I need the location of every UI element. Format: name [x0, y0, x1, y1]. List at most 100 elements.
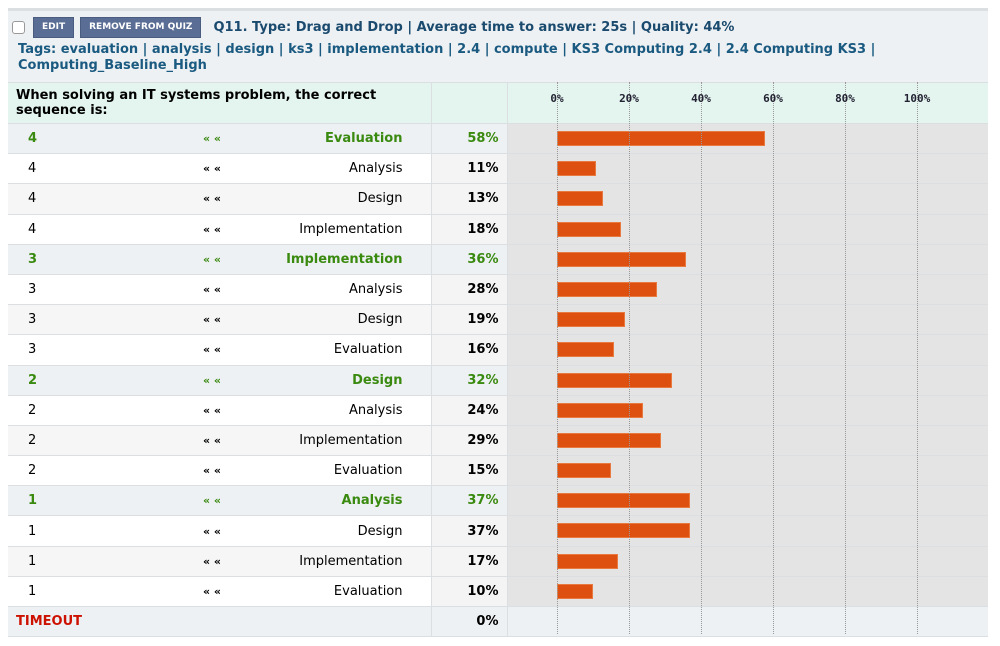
table-header: When solving an IT systems problem, the … — [8, 82, 988, 124]
bar — [556, 221, 622, 237]
axis-tick-label: 0% — [550, 92, 564, 105]
bar-cell — [506, 274, 988, 306]
bar — [556, 312, 625, 328]
axis-tick-label: 60% — [763, 92, 783, 105]
percentage: 11% — [430, 153, 507, 185]
position-number: 3 — [8, 334, 185, 366]
correct-answer-row: 1 « « Analysis 37% — [8, 485, 988, 517]
chart-axis — [506, 82, 988, 124]
table-row: 1 « « Implementation 17% — [8, 546, 988, 577]
correct-answer-row: 2 « « Design 32% — [8, 365, 988, 396]
bar-cell — [506, 214, 988, 245]
bar — [556, 493, 690, 509]
axis-tick-label: 20% — [619, 92, 639, 105]
position-number: 1 — [8, 515, 185, 547]
question-header: EDIT REMOVE FROM QUIZ Q11. Type: Drag an… — [8, 8, 988, 82]
percentage: 37% — [430, 485, 507, 517]
answer-label: Analysis — [255, 485, 431, 517]
arrows-icon: « « — [185, 455, 255, 487]
arrows-icon: « « — [185, 365, 255, 396]
bar — [556, 251, 687, 267]
position-number: 2 — [8, 425, 185, 457]
percentage: 19% — [430, 304, 507, 336]
percentage: 0% — [430, 606, 507, 638]
bar — [556, 372, 672, 388]
bar-cell — [506, 515, 988, 547]
arrows-icon: « « — [185, 214, 255, 245]
position-number: 3 — [8, 274, 185, 306]
gridline — [773, 82, 774, 634]
position-number: 4 — [8, 153, 185, 185]
remove-from-quiz-button[interactable]: REMOVE FROM QUIZ — [80, 16, 202, 38]
position-number: 1 — [8, 546, 185, 577]
position-number: 4 — [8, 214, 185, 245]
answer-label: Evaluation — [255, 334, 431, 366]
position-number: 4 — [8, 123, 185, 155]
answer-label: Design — [255, 304, 431, 336]
table-row: 1 « « Evaluation 10% — [8, 576, 988, 608]
bar-cell — [506, 244, 988, 275]
answer-table: When solving an IT systems problem, the … — [8, 82, 988, 638]
bar — [556, 131, 766, 146]
question-text: When solving an IT systems problem, the … — [8, 82, 431, 124]
edit-button[interactable]: EDIT — [33, 16, 75, 38]
arrows-icon: « « — [185, 485, 255, 517]
bar — [556, 161, 597, 177]
answer-label: Evaluation — [255, 455, 431, 487]
answer-label: Implementation — [255, 214, 431, 245]
arrows-icon: « « — [185, 244, 255, 275]
answer-label: Design — [255, 365, 431, 396]
percentage: 24% — [430, 395, 507, 426]
bar — [556, 342, 615, 358]
bar — [556, 583, 593, 599]
answer-label: Design — [255, 183, 431, 215]
position-number: 3 — [8, 304, 185, 336]
percentage: 10% — [430, 576, 507, 608]
bar-cell — [506, 123, 988, 155]
position-number: 2 — [8, 455, 185, 487]
arrows-icon: « « — [185, 123, 255, 155]
answer-label: Analysis — [255, 153, 431, 185]
bar-cell — [506, 546, 988, 577]
arrows-icon: « « — [185, 334, 255, 366]
bar — [556, 553, 618, 569]
answer-label: Evaluation — [255, 576, 431, 608]
bar-cell — [506, 576, 988, 608]
bar — [556, 432, 661, 448]
bar — [556, 523, 690, 539]
table-row: 4 « « Analysis 11% — [8, 153, 988, 185]
arrows-icon: « « — [185, 515, 255, 547]
axis-tick-label: 80% — [835, 92, 855, 105]
percentage: 29% — [430, 425, 507, 457]
table-row: 2 « « Analysis 24% — [8, 395, 988, 426]
table-row: 3 « « Analysis 28% — [8, 274, 988, 306]
answer-label: Implementation — [255, 244, 431, 275]
table-row: 2 « « Evaluation 15% — [8, 455, 988, 487]
bar-cell — [506, 365, 988, 396]
arrows-icon: « « — [185, 395, 255, 426]
bar-cell — [506, 183, 988, 215]
percentage: 16% — [430, 334, 507, 366]
percentage: 18% — [430, 214, 507, 245]
percentage: 28% — [430, 274, 507, 306]
gridline — [917, 82, 918, 634]
bar — [556, 463, 611, 479]
arrows-icon: « « — [185, 546, 255, 577]
arrows-icon: « « — [185, 304, 255, 336]
select-checkbox[interactable] — [12, 20, 25, 34]
question-title: Q11. Type: Drag and Drop | Average time … — [213, 19, 735, 35]
table-row: 1 « « Design 37% — [8, 515, 988, 547]
percentage: 17% — [430, 546, 507, 577]
answer-label: Implementation — [255, 425, 431, 457]
arrows-icon: « « — [185, 576, 255, 608]
gridline — [629, 82, 630, 634]
position-number: 1 — [8, 485, 185, 517]
bar — [556, 281, 658, 297]
answer-label: Implementation — [255, 546, 431, 577]
arrows-icon: « « — [185, 425, 255, 457]
position-number: 2 — [8, 365, 185, 396]
percentage: 15% — [430, 455, 507, 487]
position-number: 4 — [8, 183, 185, 215]
answer-label: Design — [255, 515, 431, 547]
percentage: 58% — [430, 123, 507, 155]
